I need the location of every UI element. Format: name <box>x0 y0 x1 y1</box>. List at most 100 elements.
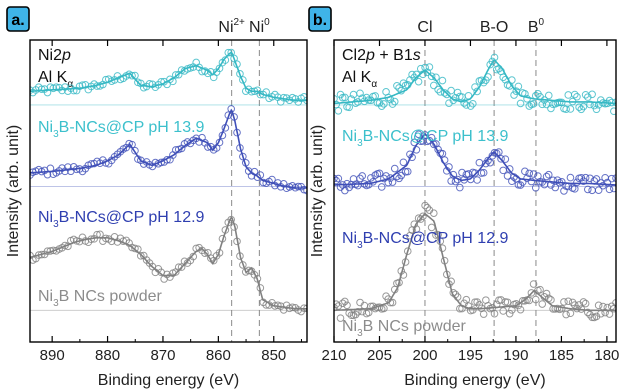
data-point <box>570 90 579 99</box>
x-tick-label: 210 <box>321 347 346 364</box>
data-point <box>423 68 432 76</box>
data-point <box>562 310 570 319</box>
data-point <box>425 63 434 71</box>
x-tick-label: 860 <box>206 347 231 364</box>
series-label-post: B-NCs@CP pH 13.9 <box>363 128 509 145</box>
x-tick-label: 890 <box>40 347 65 364</box>
data-point <box>568 298 577 307</box>
data-point <box>473 176 481 184</box>
data-point <box>525 102 534 110</box>
data-point <box>588 186 596 195</box>
data-point <box>421 201 429 210</box>
data-point <box>579 102 588 111</box>
data-point <box>503 298 512 307</box>
data-point <box>334 106 343 115</box>
series-label-sub: 3 <box>53 298 59 309</box>
data-point <box>399 158 408 167</box>
data-point <box>560 187 568 195</box>
data-point <box>336 314 345 322</box>
corner-text-italic: p <box>365 47 375 64</box>
data-point <box>343 301 351 310</box>
reference-label-main: B <box>528 19 539 36</box>
x-tick-label: 180 <box>594 347 619 364</box>
data-point <box>171 71 180 79</box>
data-point <box>594 301 603 310</box>
panel-label: b. <box>313 12 327 29</box>
reference-line-label: Ni0 <box>249 17 270 36</box>
data-point <box>505 309 514 318</box>
series-label: Ni3B-NCs@CP pH 12.9 <box>342 230 509 251</box>
data-point <box>356 89 364 98</box>
data-point <box>544 91 553 100</box>
data-point <box>403 247 412 256</box>
reference-label-sup: 0 <box>264 17 270 28</box>
x-tick-label: 880 <box>95 347 120 364</box>
data-point <box>560 298 568 306</box>
corner-text-main: Al K <box>342 69 372 86</box>
corner-text-post: + B1 <box>375 47 413 64</box>
fit-line <box>30 51 307 102</box>
series-label-pre: Ni <box>38 288 53 305</box>
data-point <box>464 302 473 310</box>
data-point <box>570 185 579 193</box>
series-label-sub: 3 <box>53 129 59 140</box>
data-point <box>505 165 514 173</box>
data-point <box>555 98 564 107</box>
data-point <box>201 249 209 257</box>
series-label-pre: Ni <box>342 230 357 247</box>
series-label-post: B NCs powder <box>363 318 467 335</box>
fit-line <box>30 215 307 310</box>
data-point <box>334 176 340 185</box>
series-label-post: B-NCs@CP pH 12.9 <box>363 230 509 247</box>
data-point <box>469 306 477 314</box>
data-point <box>584 308 592 317</box>
reference-label-sup: 0 <box>539 17 545 28</box>
data-point <box>429 81 438 90</box>
data-point <box>516 305 525 314</box>
data-point <box>529 170 538 178</box>
data-point <box>508 177 516 186</box>
data-point <box>566 309 575 318</box>
fit-line <box>334 59 616 105</box>
data-point <box>573 92 581 101</box>
series-label-post: B-NCs@CP pH 12.9 <box>59 209 205 226</box>
data-point <box>566 105 575 113</box>
data-point <box>377 183 386 191</box>
data-point <box>499 307 508 315</box>
corner-text-main: Al K <box>38 69 68 86</box>
data-point <box>390 164 399 173</box>
x-axis-label: Binding energy (eV) <box>404 372 545 389</box>
data-point <box>529 100 538 108</box>
series-0 <box>30 48 307 106</box>
data-point <box>399 271 408 279</box>
data-point <box>531 183 540 192</box>
data-point <box>544 294 553 303</box>
data-point <box>495 148 503 156</box>
reference-label-main: Cl <box>417 19 432 36</box>
data-point <box>438 76 447 85</box>
data-point <box>471 83 479 91</box>
reference-label-main: Ni <box>218 19 233 36</box>
data-point <box>436 88 445 96</box>
data-point <box>566 173 575 182</box>
data-point <box>612 298 616 307</box>
data-point <box>388 100 397 108</box>
data-point <box>221 56 230 64</box>
corner-text-italic: s <box>413 47 421 64</box>
region-label: Ni2p <box>38 47 71 64</box>
series-1 <box>334 130 616 195</box>
fit-line <box>334 212 616 312</box>
data-point <box>128 71 136 80</box>
data-point <box>449 170 458 179</box>
data-point <box>345 103 353 112</box>
data-point <box>375 169 384 178</box>
series-label: Ni3B-NCs@CP pH 13.9 <box>38 119 205 140</box>
data-point <box>259 178 268 187</box>
series-2 <box>334 201 616 322</box>
data-point <box>52 83 61 92</box>
series-label-pre: Ni <box>342 318 357 335</box>
series-label-pre: Ni <box>38 119 53 136</box>
series-label: Ni3B-NCs@CP pH 12.9 <box>38 209 205 230</box>
data-point <box>69 86 78 95</box>
plot-area <box>334 53 616 322</box>
